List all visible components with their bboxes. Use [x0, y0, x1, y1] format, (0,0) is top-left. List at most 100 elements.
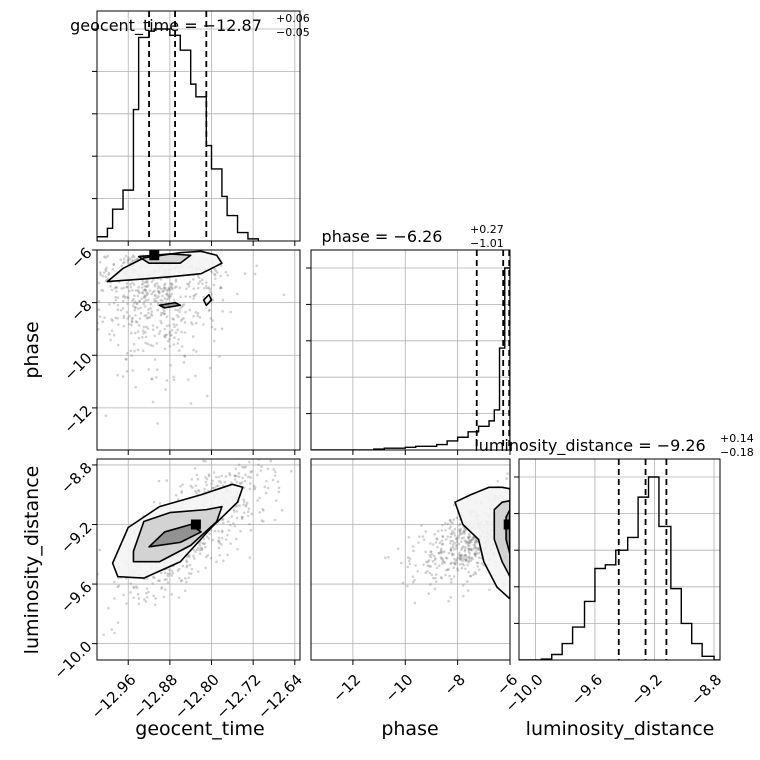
- sample-point: [157, 290, 161, 294]
- sample-point: [121, 306, 125, 310]
- sample-point: [141, 349, 145, 353]
- sample-point: [444, 538, 448, 541]
- sample-point: [449, 548, 453, 552]
- sample-point: [453, 541, 456, 545]
- sample-point: [477, 548, 480, 552]
- sample-point: [474, 539, 477, 542]
- sample-point: [408, 562, 412, 566]
- sample-point: [165, 578, 168, 581]
- sample-point: [177, 338, 180, 341]
- sample-point: [206, 286, 209, 290]
- sample-point: [113, 286, 117, 290]
- sample-point: [138, 300, 141, 303]
- sample-point: [216, 271, 219, 274]
- sample-point: [406, 584, 409, 588]
- sample-point: [158, 579, 161, 582]
- sample-point: [467, 550, 471, 553]
- sample-point: [429, 565, 432, 568]
- sample-point: [129, 285, 133, 289]
- sample-point: [249, 470, 253, 474]
- sample-point: [263, 485, 267, 489]
- sample-point: [245, 501, 249, 505]
- sample-point: [467, 535, 470, 539]
- sample-point: [165, 315, 169, 319]
- sample-point: [467, 537, 470, 540]
- sample-point: [87, 273, 90, 276]
- sample-point: [451, 545, 455, 549]
- sample-point: [154, 299, 158, 303]
- title-main: luminosity_distance = −9.26: [474, 436, 705, 456]
- sample-point: [477, 556, 481, 560]
- sample-point: [178, 286, 182, 290]
- sample-point: [143, 300, 146, 304]
- sample-point: [421, 535, 425, 538]
- sample-point: [156, 301, 160, 305]
- sample-point: [169, 294, 172, 298]
- sample-point: [464, 528, 468, 532]
- grid-layer: [97, 11, 720, 660]
- sample-point: [204, 284, 208, 288]
- sample-point: [447, 599, 450, 603]
- sample-point: [469, 539, 473, 542]
- sample-point: [208, 288, 212, 291]
- sample-point: [469, 547, 473, 551]
- sample-point: [187, 282, 191, 286]
- contour-line-0: [111, 483, 244, 579]
- sample-point: [505, 477, 508, 480]
- sample-point: [127, 322, 131, 326]
- sample-point: [215, 484, 218, 488]
- sample-point: [466, 563, 469, 567]
- sample-point: [130, 354, 133, 357]
- sample-point: [172, 343, 176, 346]
- sample-point: [441, 559, 445, 563]
- sample-point: [427, 559, 431, 562]
- sample-point: [449, 520, 453, 524]
- sample-point: [189, 402, 193, 405]
- sample-point: [86, 269, 89, 272]
- sample-point: [174, 308, 177, 312]
- sample-point: [66, 307, 69, 310]
- sample-point: [246, 475, 250, 479]
- sample-point: [196, 546, 200, 550]
- sample-point: [274, 470, 277, 474]
- y-tick-label: −8.8: [57, 459, 95, 497]
- panel-frame-luminosity_distance-phase: [310, 458, 511, 661]
- sample-point: [400, 561, 403, 565]
- sample-point: [433, 557, 437, 560]
- sample-point: [463, 549, 467, 553]
- sample-point: [237, 471, 241, 475]
- sample-point: [131, 304, 135, 308]
- sample-point: [220, 474, 224, 478]
- sample-point: [172, 318, 175, 321]
- sample-point: [262, 520, 265, 523]
- sample-point: [134, 289, 138, 292]
- sample-point: [216, 539, 220, 543]
- sample-point: [255, 264, 259, 268]
- x-tick-label: −12.80: [171, 671, 223, 723]
- sample-point: [181, 483, 184, 486]
- sample-point: [166, 572, 170, 576]
- sample-point: [433, 558, 437, 562]
- sample-point: [131, 260, 135, 263]
- sample-point: [210, 271, 214, 274]
- sample-point: [471, 537, 475, 540]
- sample-point: [242, 511, 246, 514]
- density-peak-bin: [190, 519, 201, 530]
- sample-point: [170, 569, 174, 573]
- sample-point: [163, 297, 167, 300]
- sample-point: [437, 551, 441, 555]
- sample-point: [220, 543, 223, 546]
- sample-point: [112, 263, 116, 267]
- sample-point: [202, 542, 206, 546]
- sample-point: [435, 538, 439, 541]
- sample-point: [459, 554, 463, 557]
- sample-point: [183, 354, 186, 358]
- sample-point: [186, 282, 189, 286]
- sample-point: [177, 576, 181, 580]
- sample-point: [170, 333, 173, 337]
- sample-point: [455, 536, 458, 539]
- sample-point: [444, 522, 447, 525]
- sample-point: [116, 343, 120, 347]
- sample-point: [133, 306, 137, 310]
- sample-point: [174, 493, 178, 497]
